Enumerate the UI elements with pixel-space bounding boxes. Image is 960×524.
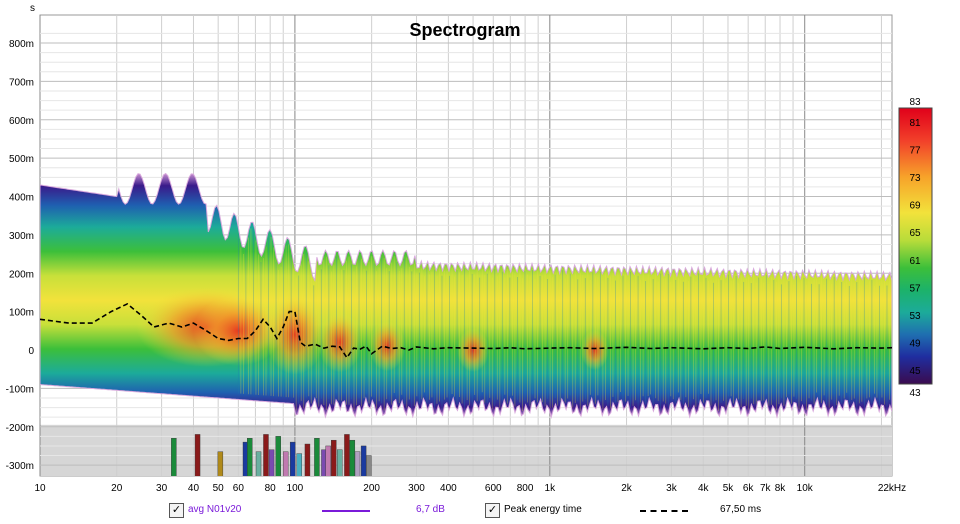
x-tick-label: 40 [188, 483, 200, 494]
y-tick-label: 200m [9, 269, 34, 280]
y-tick-label: 600m [9, 116, 34, 127]
hot-region [580, 330, 609, 370]
low-bar [263, 434, 269, 476]
hot-regions [136, 286, 609, 375]
x-axis-ticks: 10 20 30 40 50 60 80 100 200 300 400 600 800 1k 2k 3k 4k… [34, 483, 906, 494]
colorbar-label: 83 [909, 97, 921, 108]
avg-legend-swatch [322, 510, 370, 512]
x-tick-label: 4k [698, 483, 710, 494]
colorbar-label: 45 [909, 366, 921, 377]
y-tick-label: -200m [6, 423, 34, 434]
low-bar [268, 449, 275, 476]
colorbar [898, 107, 933, 385]
x-tick-label: 8k [775, 483, 787, 494]
lower-band [40, 424, 892, 476]
y-tick-label: 100m [9, 308, 34, 319]
peak-energy-legend-label: Peak energy time [504, 504, 582, 515]
x-tick-label: 50 [213, 483, 225, 494]
low-bar [349, 439, 356, 476]
low-bar [282, 451, 289, 476]
hot-region [457, 328, 490, 372]
low-bar [194, 434, 201, 476]
x-tick-label: 600 [485, 483, 502, 494]
y-axis-ticks: 800m 700m 600m 500m 400m 300m 200m 100m 0 -100m -2… [6, 39, 35, 472]
colorbar-label: 43 [909, 388, 921, 399]
spectral-stripes [237, 228, 890, 412]
x-tick-label: 1k [545, 483, 557, 494]
y-unit-label: s [30, 3, 35, 14]
x-tick-label: 6k [743, 483, 755, 494]
x-tick-label: 3k [666, 483, 678, 494]
peak-energy-time-line [40, 302, 892, 360]
avg-checkbox[interactable]: ✓ [169, 503, 184, 518]
low-bar [314, 438, 320, 476]
hot-region [369, 321, 406, 372]
colorbar-label: 49 [909, 339, 921, 350]
legend-bar: ✓ avg N01v20 6,7 dB ✓ Peak energy time 6… [0, 500, 960, 522]
colorbar-label: 73 [909, 173, 921, 184]
x-tick-label: 200 [363, 483, 380, 494]
y-tick-label: 700m [9, 77, 34, 88]
low-bar [275, 436, 281, 476]
avg-legend-value: 6,7 dB [416, 504, 445, 515]
hot-region [317, 312, 362, 373]
colorbar-label: 61 [909, 256, 921, 267]
x-tick-label: 800 [517, 483, 534, 494]
colorbar-label: 57 [909, 283, 921, 294]
y-tick-label: -300m [6, 461, 34, 472]
x-tick-label: 7k [760, 483, 772, 494]
peak-energy-checkbox[interactable]: ✓ [485, 503, 500, 518]
colorbar-label: 69 [909, 201, 921, 212]
colorbar-label: 65 [909, 228, 921, 239]
x-tick-label: 60 [233, 483, 245, 494]
low-bar [217, 451, 224, 476]
low-bar [331, 439, 337, 476]
x-tick-label: 22kHz [878, 483, 906, 494]
x-tick-label: 2k [621, 483, 633, 494]
colorbar-labels: 83 81 77 73 69 65 61 57 53 49 45 43 [909, 97, 921, 399]
low-bar [296, 453, 302, 476]
x-tick-label: 400 [440, 483, 457, 494]
colorbar-label: 77 [909, 145, 921, 156]
peak-energy-legend-value: 67,50 ms [720, 504, 762, 515]
spectrogram-chart: s 800m 700m 600m 500m 400m 300m 200m 100m 0 -100m… [6, 3, 933, 494]
colorbar-label: 81 [909, 118, 921, 129]
low-bar [325, 445, 331, 476]
low-bar [344, 434, 350, 476]
low-bar [304, 443, 311, 476]
low-bar [255, 451, 262, 476]
colorbar-label: 53 [909, 311, 921, 322]
low-bar [360, 445, 367, 476]
hot-region [264, 294, 325, 375]
y-tick-label: 800m [9, 39, 34, 50]
y-tick-label: -100m [6, 384, 34, 395]
peak-energy-legend-swatch [640, 510, 688, 512]
hot-region [193, 295, 284, 366]
y-tick-label: 0 [28, 346, 34, 357]
y-tick-label: 500m [9, 154, 34, 165]
low-bar [366, 455, 372, 476]
chart-title: Spectrogram [409, 20, 520, 40]
x-tick-label: 100 [287, 483, 304, 494]
x-tick-label: 10k [797, 483, 814, 494]
low-bar [289, 441, 296, 476]
y-tick-label: 400m [9, 193, 34, 204]
y-tick-label: 300m [9, 231, 34, 242]
x-tick-label: 20 [111, 483, 123, 494]
x-tick-label: 80 [265, 483, 277, 494]
x-tick-label: 300 [408, 483, 425, 494]
x-tick-label: 5k [723, 483, 735, 494]
avg-legend-label: avg N01v20 [188, 504, 242, 515]
low-bars [171, 434, 372, 476]
low-bar [171, 438, 177, 476]
low-bar [354, 451, 361, 476]
low-bar [247, 438, 253, 476]
x-tick-label: 10 [34, 483, 46, 494]
x-tick-label: 30 [156, 483, 168, 494]
low-bar [337, 449, 343, 476]
